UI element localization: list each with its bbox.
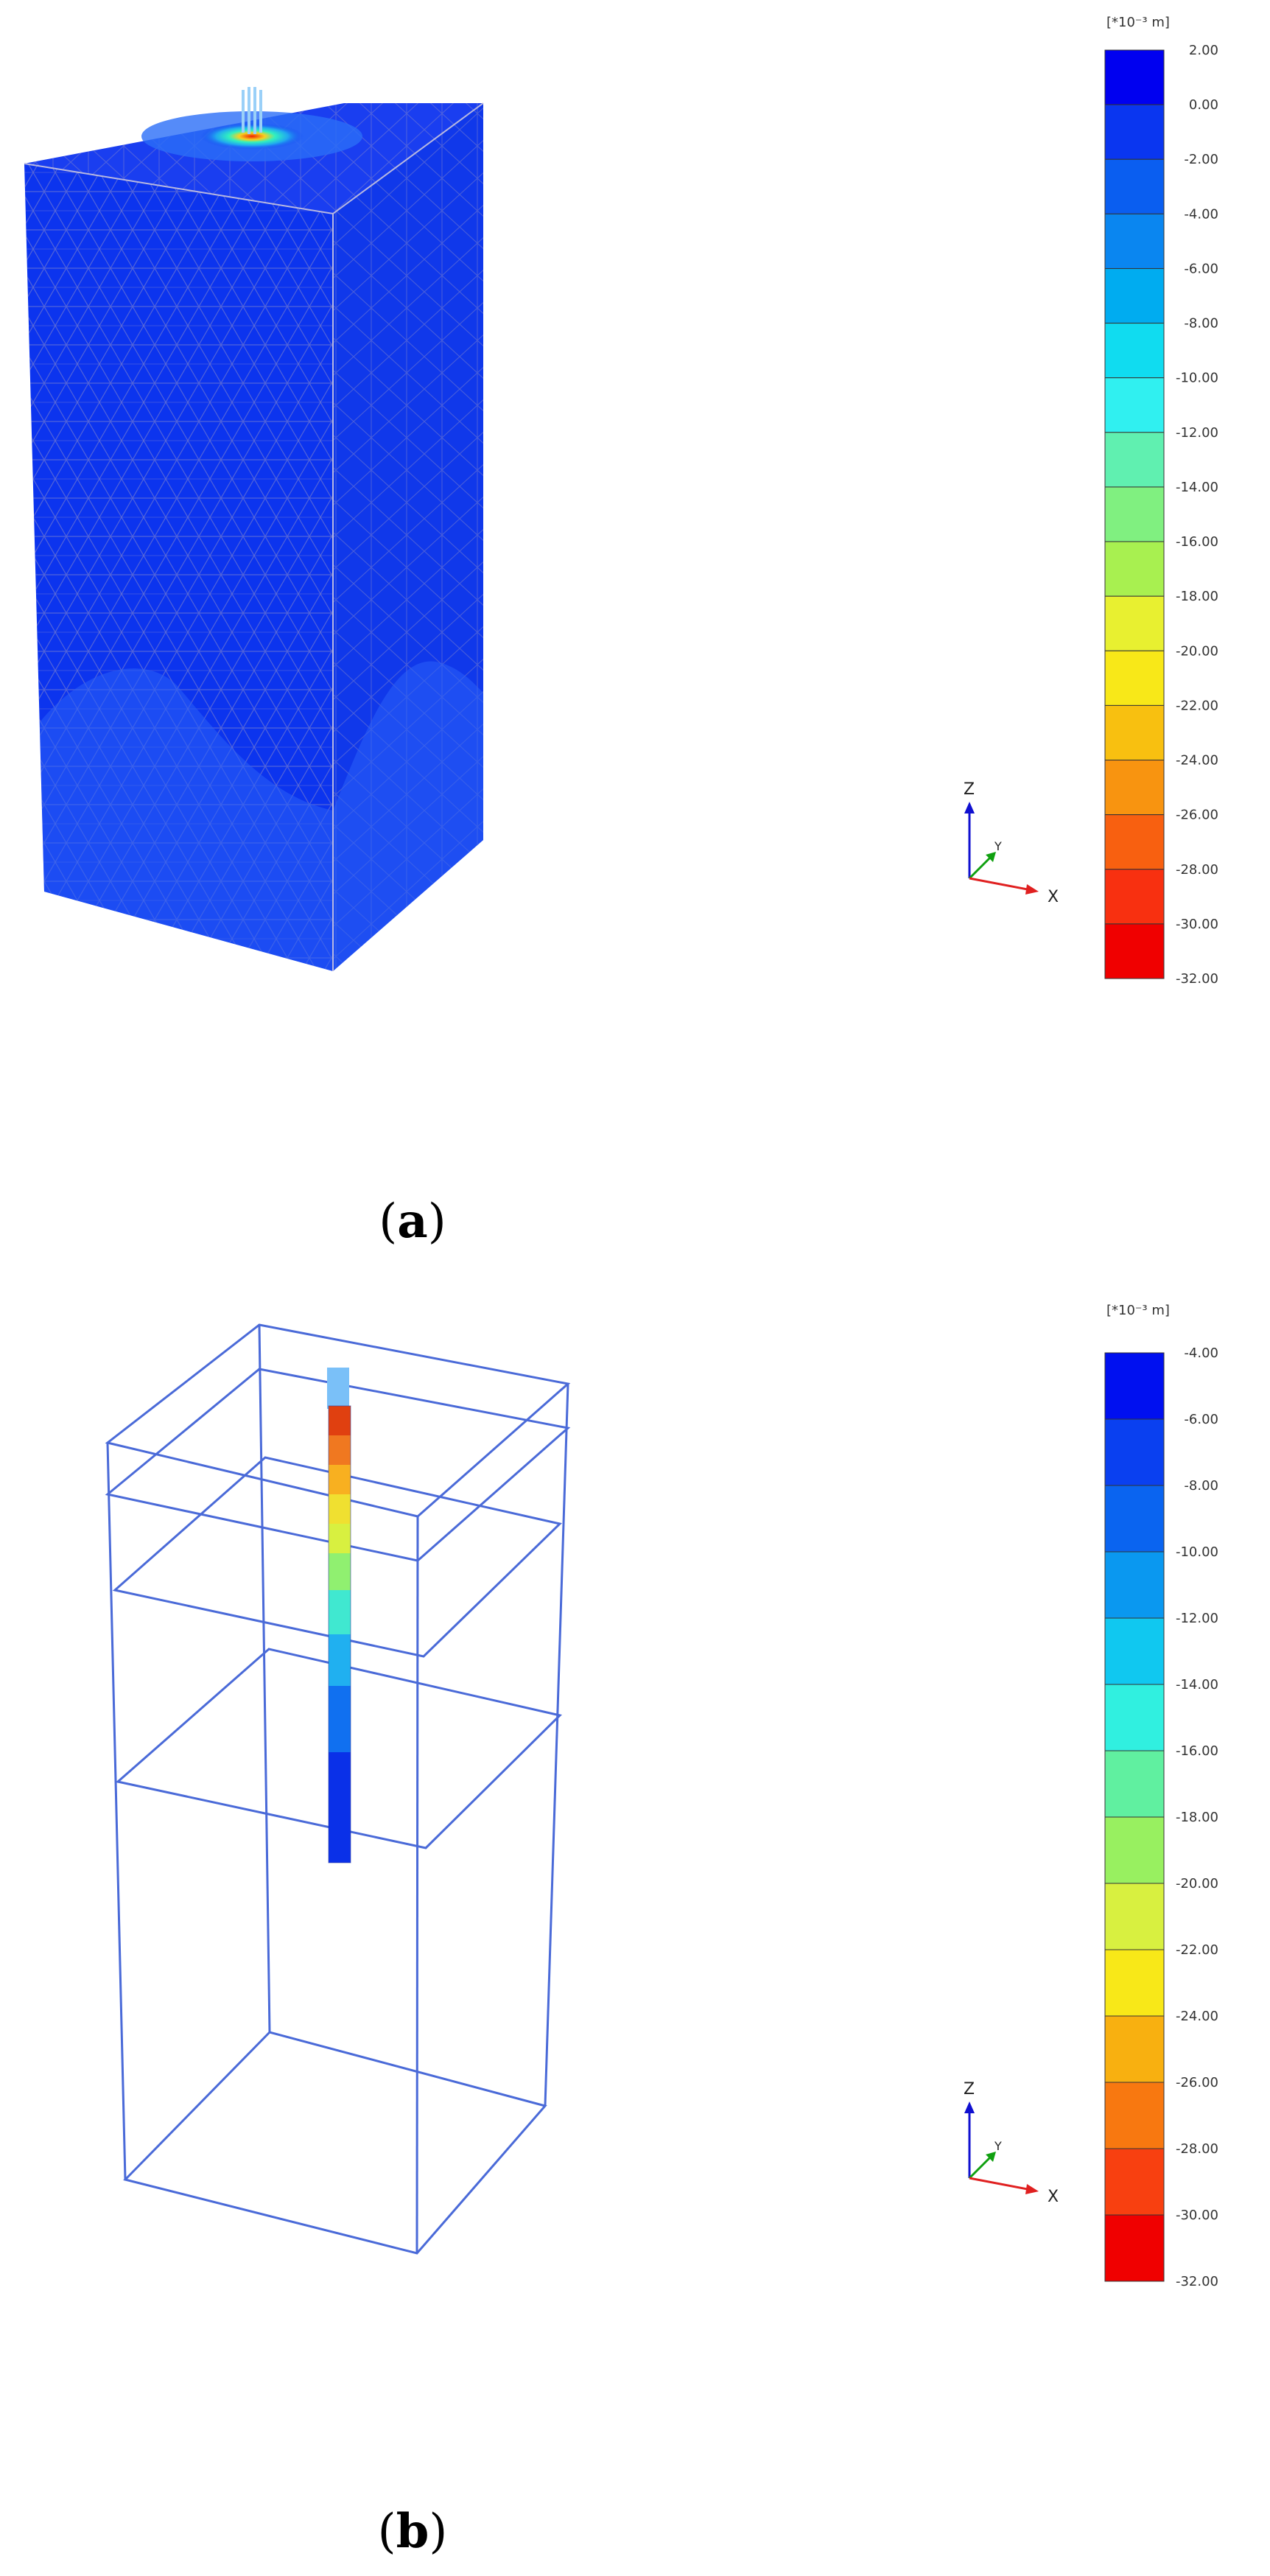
legend-tick-label: -20.00	[1176, 643, 1218, 659]
z-axis-label: Z	[964, 2080, 975, 2099]
legend-swatch	[1104, 1485, 1165, 1553]
legend-tick-label: -16.00	[1176, 534, 1218, 550]
pile	[327, 1368, 351, 1863]
legend-tick-label: -22.00	[1176, 698, 1218, 713]
legend-swatch	[1104, 1949, 1165, 2017]
legend-swatch	[1104, 267, 1165, 324]
legend-tick-label: -24.00	[1176, 2009, 1218, 2024]
legend-swatch	[1104, 923, 1165, 979]
panel-b-figure: Z Y X [*10⁻³ m] -4.00 -6.00 -8.00 -10.00 -12…	[105, 1303, 1218, 2289]
legend-swatch	[1104, 158, 1165, 214]
legend-swatch	[1104, 1816, 1165, 1884]
caption-a: (a)	[379, 1194, 446, 1249]
caption-b: (b)	[377, 2504, 448, 2559]
legend-tick-label: 2.00	[1189, 43, 1218, 58]
soil-block	[24, 87, 484, 971]
y-axis-label: Y	[994, 2139, 1002, 2153]
legend-tick-label: -24.00	[1176, 753, 1218, 769]
axis-triad: Z Y X	[964, 2080, 1059, 2206]
legend-unit: [*10⁻³ m]	[1106, 1303, 1170, 1318]
legend-tick-label: -10.00	[1176, 1544, 1218, 1560]
legend-tick-label: -16.00	[1176, 1743, 1218, 1759]
legend-tick-label: -32.00	[1176, 2274, 1218, 2289]
legend-tick-label: -6.00	[1184, 261, 1218, 276]
legend-swatch	[1104, 1883, 1165, 1950]
legend-swatch	[1104, 432, 1165, 488]
y-axis-label: Y	[994, 839, 1002, 853]
legend-tick-label: -10.00	[1176, 371, 1218, 386]
legend-tick-label: -6.00	[1184, 1412, 1218, 1427]
legend-tick-label: -8.00	[1184, 1478, 1218, 1494]
legend-swatch	[1104, 377, 1165, 433]
legend-swatch	[1104, 869, 1165, 925]
panel-a-figure: Z Y X [*10⁻³ m] 2.00 0.00 -2.00 -4.00 -6.00 -…	[24, 15, 1218, 987]
axis-triad: Z Y X	[964, 780, 1059, 906]
legend-tick-label: -30.00	[1176, 2208, 1218, 2223]
legend-swatch	[1104, 213, 1165, 269]
color-legend: [*10⁻³ m] -4.00 -6.00 -8.00 -10.00 -12.00 -14…	[1104, 1303, 1218, 2289]
wireframe-box	[105, 1323, 571, 2255]
legend-tick-label: -20.00	[1176, 1876, 1218, 1891]
legend-swatch	[1104, 2082, 1165, 2149]
legend-tick-label: -2.00	[1184, 152, 1218, 167]
legend-swatch	[1104, 1418, 1165, 1486]
legend-tick-label: -28.00	[1176, 862, 1218, 878]
panel-b: Z Y X [*10⁻³ m] -4.00 -6.00 -8.00 -10.00 -12…	[0, 1288, 1270, 2576]
legend-tick-label: -14.00	[1176, 480, 1218, 495]
legend-swatch	[1104, 541, 1165, 597]
legend-tick-label: -8.00	[1184, 316, 1218, 332]
legend-swatch	[1104, 814, 1165, 870]
legend-tick-label: -26.00	[1176, 808, 1218, 823]
legend-swatch	[1104, 1617, 1165, 1685]
legend-swatch	[1104, 595, 1165, 651]
legend-swatch	[1104, 704, 1165, 761]
color-legend: [*10⁻³ m] 2.00 0.00 -2.00 -4.00 -6.00 -8.00 -1…	[1104, 15, 1218, 987]
legend-tick-label: -14.00	[1176, 1677, 1218, 1693]
legend-swatch	[1104, 2148, 1165, 2216]
legend-swatch	[1104, 1750, 1165, 1818]
legend-tick-label: -18.00	[1176, 589, 1218, 604]
legend-unit: [*10⁻³ m]	[1106, 15, 1170, 30]
legend-tick-label: -4.00	[1184, 206, 1218, 222]
legend-tick-label: -12.00	[1176, 1611, 1218, 1626]
legend-tick-label: 0.00	[1189, 97, 1218, 113]
legend-tick-label: -32.00	[1176, 971, 1218, 987]
pile-head	[242, 87, 262, 134]
legend-tick-label: -26.00	[1176, 2075, 1218, 2090]
legend-swatch	[1104, 2214, 1165, 2282]
x-axis-label: X	[1048, 2188, 1059, 2206]
legend-tick-label: -12.00	[1176, 425, 1218, 441]
legend-swatch	[1104, 650, 1165, 706]
legend-tick-label: -22.00	[1176, 1942, 1218, 1958]
legend-tick-label: -4.00	[1184, 1345, 1218, 1361]
legend-swatch	[1104, 1551, 1165, 1619]
legend-swatch	[1104, 486, 1165, 542]
legend-tick-label: -30.00	[1176, 917, 1218, 932]
z-axis-label: Z	[964, 780, 975, 799]
legend-swatch	[1104, 1684, 1165, 1751]
legend-swatch	[1104, 104, 1165, 160]
legend-swatch	[1104, 760, 1165, 816]
legend-tick-label: -28.00	[1176, 2141, 1218, 2157]
legend-swatch	[1104, 2015, 1165, 2083]
panel-a: Z Y X [*10⁻³ m] 2.00 0.00 -2.00 -4.00 -6.00 -…	[24, 15, 1218, 1249]
legend-tick-label: -18.00	[1176, 1810, 1218, 1825]
legend-swatch	[1104, 49, 1165, 105]
legend-swatch	[1104, 1352, 1165, 1420]
legend-swatch	[1104, 323, 1165, 379]
x-axis-label: X	[1048, 888, 1059, 906]
